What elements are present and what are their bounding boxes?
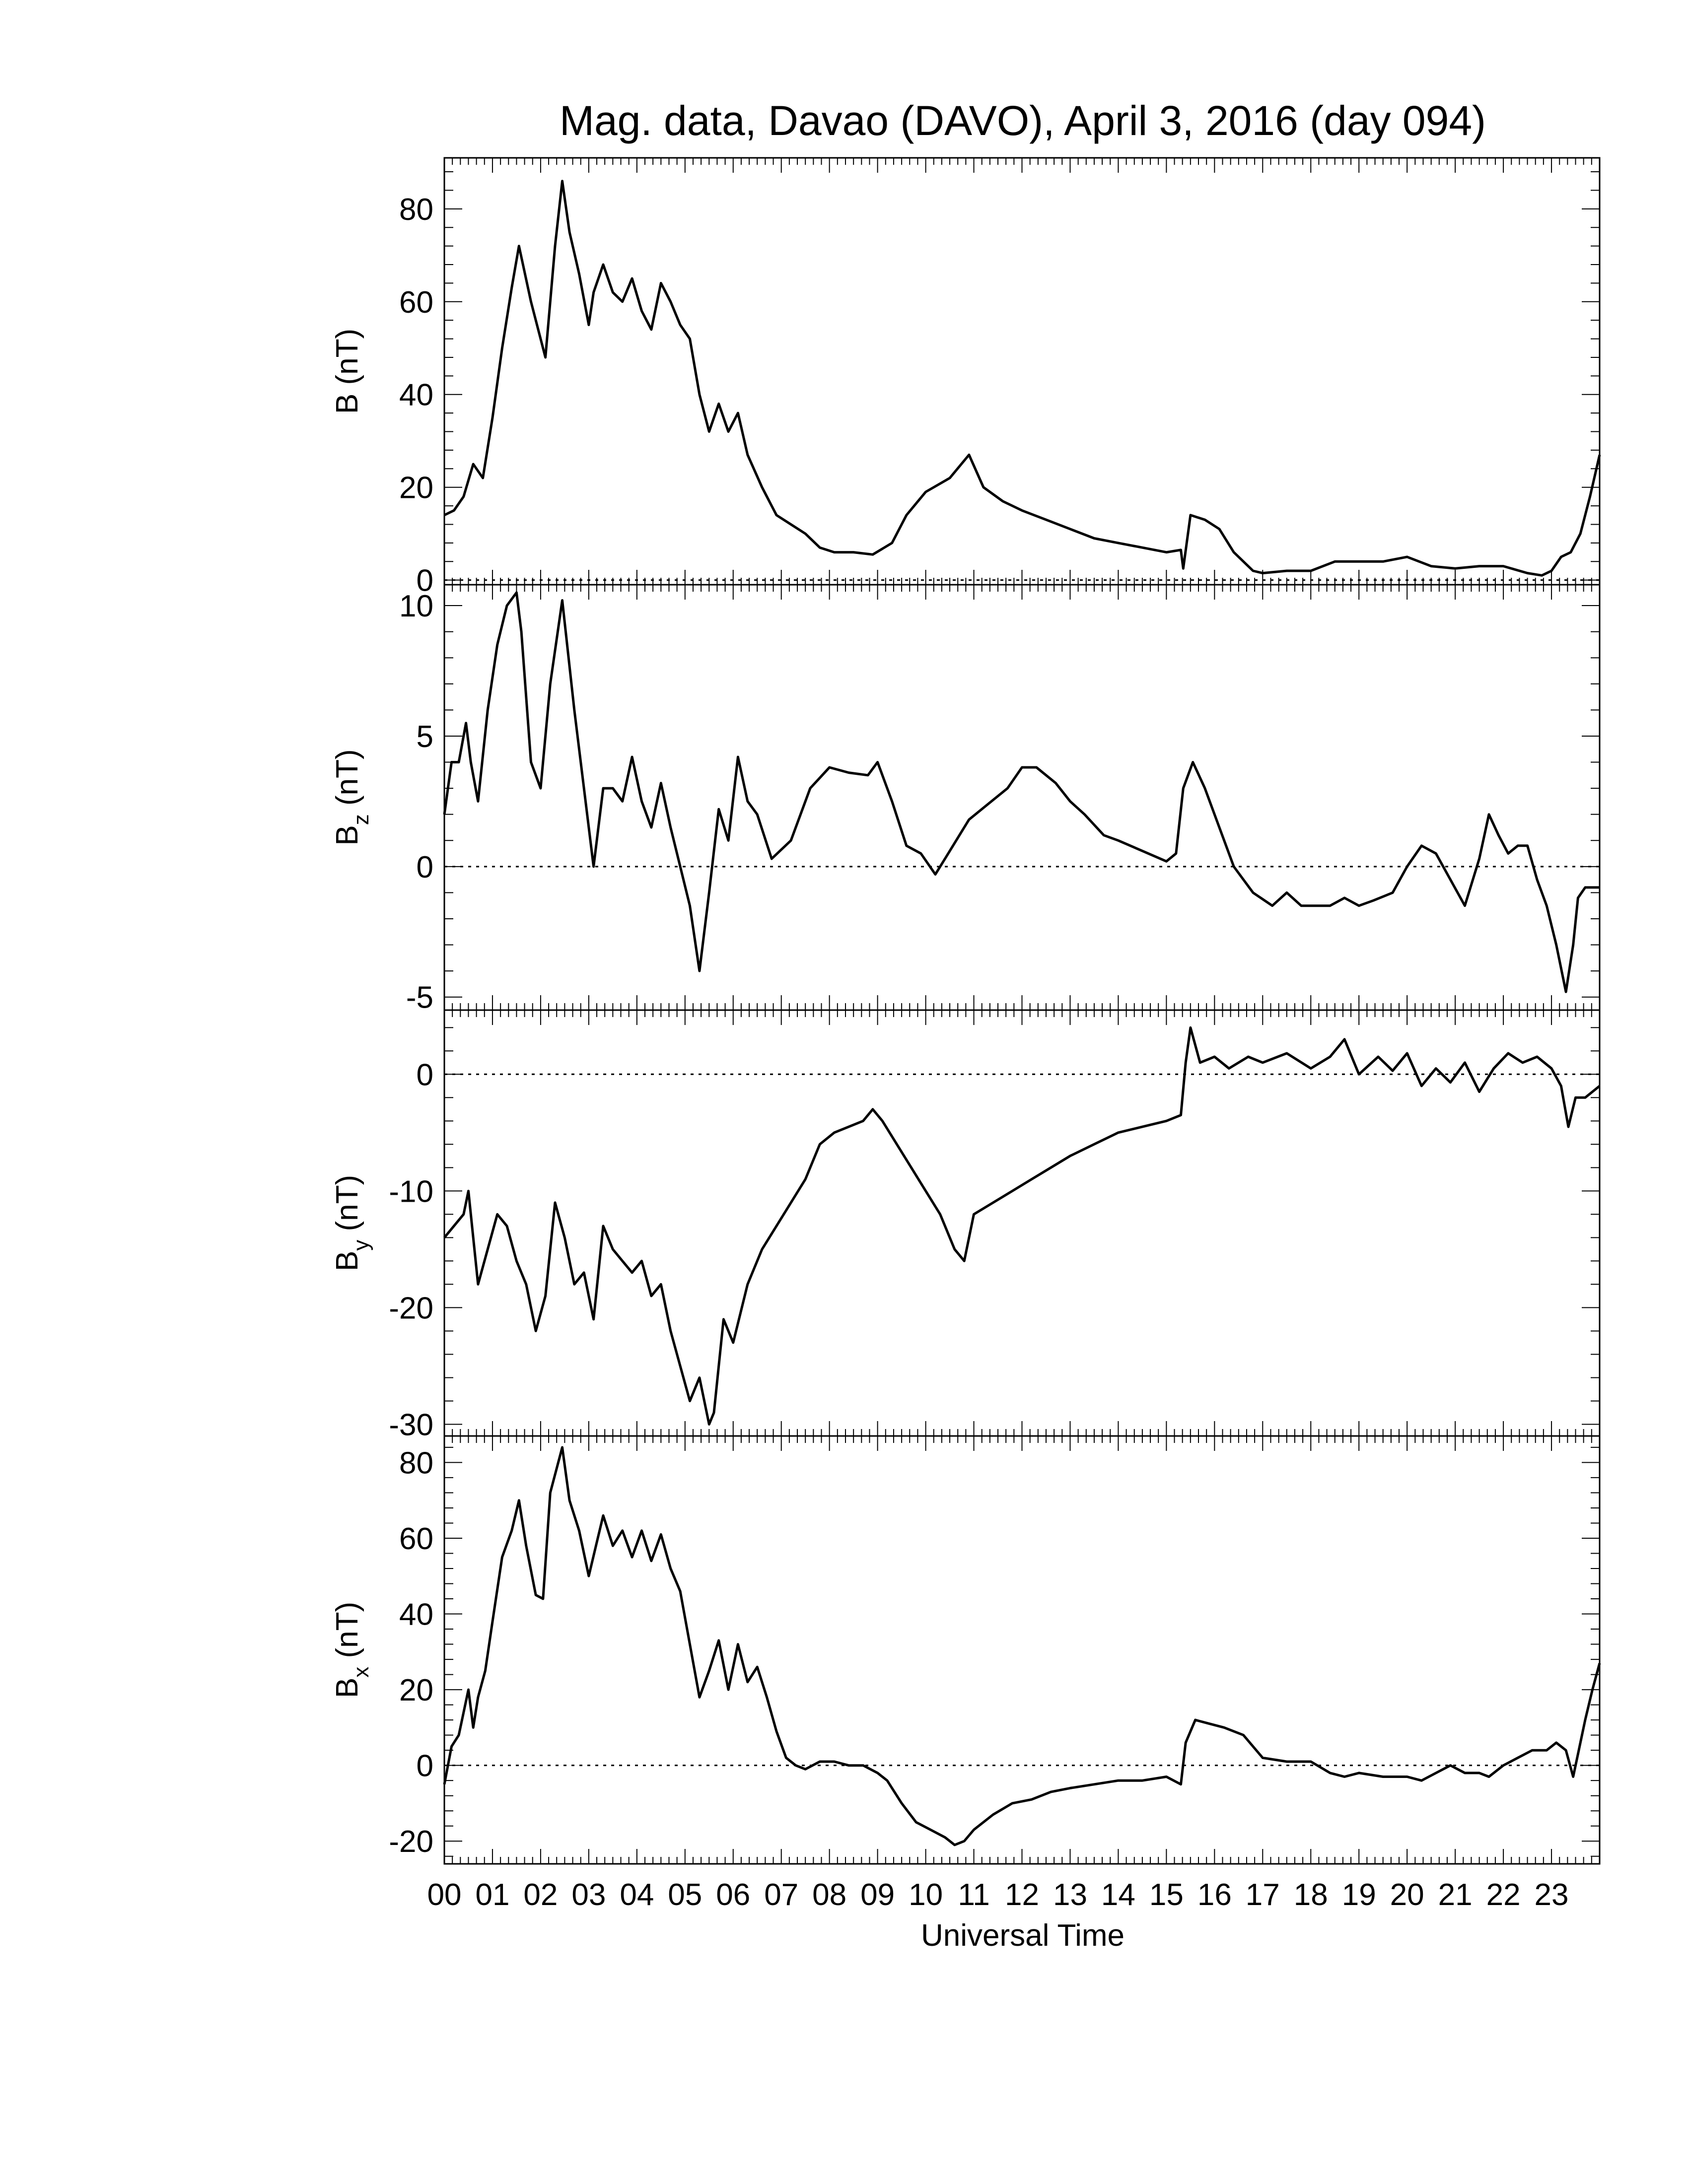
x-tick-label: 22 [1486,1878,1521,1912]
x-tick-label: 00 [427,1878,462,1912]
x-tick-label: 08 [812,1878,846,1912]
y-tick-label: 20 [399,1673,433,1707]
x-tick-label: 07 [764,1878,798,1912]
x-tick-label: 10 [909,1878,943,1912]
x-tick-label: 09 [860,1878,895,1912]
y-tick-label: -20 [389,1825,433,1859]
x-tick-label: 20 [1390,1878,1424,1912]
y-tick-label: 80 [399,1446,433,1480]
y-tick-label: 80 [399,193,433,227]
y-axis-label-Bz: Bz (nT) [330,749,373,845]
y-tick-label: 0 [417,564,433,598]
x-tick-label: 19 [1342,1878,1376,1912]
x-tick-label: 14 [1101,1878,1135,1912]
y-tick-label: 60 [399,285,433,320]
y-tick-label: 0 [417,850,433,885]
x-tick-label: 04 [620,1878,654,1912]
x-tick-label: 02 [523,1878,558,1912]
y-tick-label: 40 [399,1598,433,1632]
series-line-Bz [443,591,1600,993]
y-axis-label-B: B (nT) [330,329,364,414]
x-tick-label: 05 [668,1878,702,1912]
panel-Bx: -20 0 20 40 60 80 Bx (nT) [330,1435,1601,1865]
y-tick-label: -5 [406,981,433,1015]
x-tick-label: 23 [1535,1878,1569,1912]
x-tick-label: 01 [475,1878,509,1912]
x-tick-label: 15 [1149,1878,1184,1912]
x-tick-label: 12 [1005,1878,1039,1912]
panel-B: 0 20 40 60 80 B (nT) [330,157,1601,598]
y-tick-label: 0 [417,1749,433,1783]
y-tick-label: -30 [389,1408,433,1442]
x-tick-label: 17 [1246,1878,1280,1912]
y-tick-label: 40 [399,378,433,412]
panels-group: 0 20 40 60 80 B (nT) -5 0 5 10 Bz (nT) -30 -20 -10 0 By… [330,157,1601,1865]
x-tick-label: 18 [1294,1878,1328,1912]
x-tick-labels: 00 01 02 03 04 05 06 07 08 09 10 11 12 13 14 15 16 17 18 19… [427,1878,1569,1912]
x-tick-label: 13 [1053,1878,1087,1912]
x-tick-label: 16 [1197,1878,1232,1912]
y-tick-label: -20 [389,1291,433,1325]
panel-By: -30 -20 -10 0 By (nT) [330,1009,1601,1442]
series-line-B [443,180,1601,577]
x-axis-label: Universal Time [921,1918,1125,1953]
y-tick-label: 0 [417,1058,433,1092]
y-tick-label: 5 [417,720,433,754]
series-line-By [443,1026,1601,1426]
y-tick-label: -10 [389,1174,433,1209]
y-axis-label-Bx: Bx (nT) [330,1602,373,1698]
series-line-Bx [443,1446,1601,1846]
y-tick-label: 10 [399,589,433,623]
y-tick-label: 60 [399,1522,433,1556]
x-tick-label: 21 [1438,1878,1473,1912]
x-tick-label: 03 [571,1878,606,1912]
panel-Bz: -5 0 5 10 Bz (nT) [330,584,1601,1015]
figure-title: Mag. data, Davao (DAVO), April 3, 2016 (… [560,97,1486,144]
x-tick-label: 06 [716,1878,750,1912]
x-tick-label: 11 [958,1878,989,1912]
y-axis-label-By: By (nT) [330,1175,373,1271]
y-tick-label: 20 [399,471,433,505]
